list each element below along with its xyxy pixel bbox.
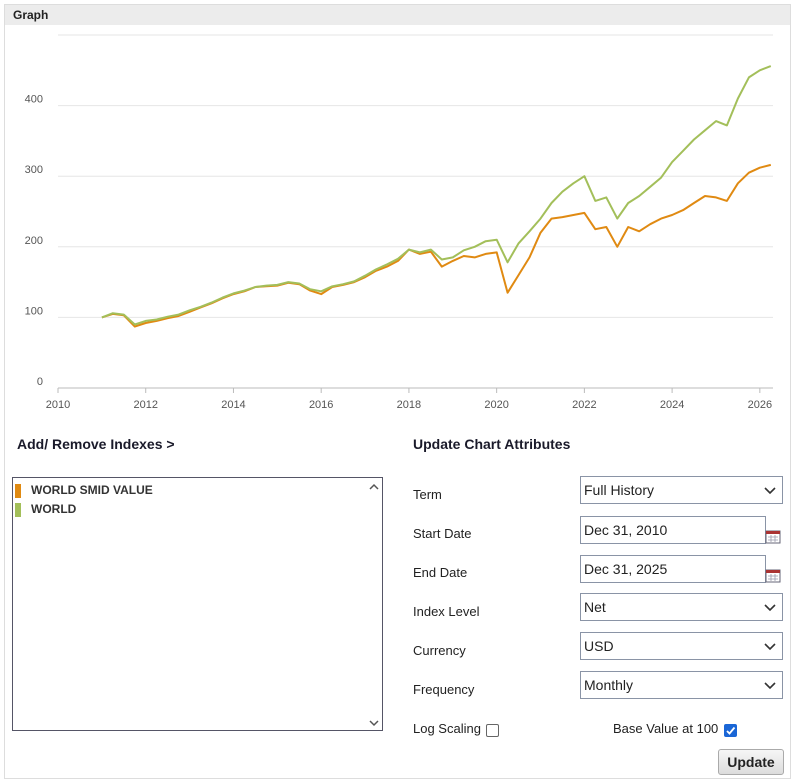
date-input[interactable]: Dec 31, 2025 (580, 555, 766, 583)
dropdown-arrow (764, 643, 776, 651)
field-label: Index Level (413, 604, 480, 619)
select[interactable]: Monthly (580, 671, 783, 699)
check-mark (726, 726, 736, 735)
x-tick-label: 2022 (572, 399, 596, 411)
chevron (764, 487, 776, 495)
base-value-checkbox[interactable] (724, 724, 737, 737)
scrollbar (369, 483, 379, 727)
select[interactable]: Net (580, 593, 783, 621)
series-line (101, 65, 772, 326)
frame (4, 4, 791, 779)
legend-label: WORLD SMID VALUE (31, 483, 153, 497)
dropdown-arrow (764, 487, 776, 495)
check (726, 726, 736, 735)
checkbox-label: Base Value at 100 (613, 721, 719, 736)
legend-entry[interactable]: WORLD SMID VALUE (15, 483, 153, 498)
x-tick-label: 2024 (660, 399, 684, 411)
log-scaling-checkbox[interactable] (486, 724, 499, 737)
index-list[interactable]: WORLD SMID VALUE WORLD (12, 477, 383, 731)
chevron (764, 682, 776, 690)
indexes-link[interactable]: Add/ Remove Indexes > (17, 436, 175, 452)
y-tick-label: 0 (37, 376, 43, 388)
field-label: End Date (413, 565, 468, 580)
x-tick-label: 2012 (133, 399, 157, 411)
y-tick-label: 200 (25, 235, 43, 247)
y-tick-label: 400 (25, 94, 43, 106)
chevron (764, 643, 776, 651)
legend-swatch (15, 502, 21, 517)
checkbox-label: Log Scaling (413, 721, 481, 736)
x-tick-label: 2014 (221, 399, 245, 411)
cal-grid (768, 574, 778, 581)
series-line (101, 163, 772, 328)
cal-top (766, 570, 780, 573)
dropdown-arrow (764, 604, 776, 612)
legend-label: WORLD (31, 502, 77, 516)
calendar-icon[interactable] (765, 529, 781, 544)
legend-swatch (15, 483, 21, 498)
x-tick-label: 2016 (309, 399, 333, 411)
chevron (764, 604, 776, 612)
x-tick-label: 2020 (484, 399, 508, 411)
select[interactable]: USD (580, 632, 783, 660)
dropdown-arrow (764, 682, 776, 690)
field-label: Frequency (413, 682, 475, 697)
date-input[interactable]: Dec 31, 2010 (580, 516, 766, 544)
update-button[interactable]: Update (718, 749, 784, 775)
cal-grid (768, 535, 778, 542)
field-label: Term (413, 487, 442, 502)
x-tick-label: 2010 (46, 399, 70, 411)
header: Graph (5, 5, 790, 25)
y-tick-label: 300 (25, 164, 43, 176)
cal-top (766, 531, 780, 534)
x-tick-label: 2018 (397, 399, 421, 411)
field-label: Start Date (413, 526, 472, 541)
chart: 0 100 200 300 400 2010 2012 2014 2016 2018 2020 202… (25, 34, 773, 411)
field-label: Currency (413, 643, 466, 658)
x-tick-label: 2026 (748, 399, 772, 411)
attributes-title: Update Chart Attributes (413, 436, 571, 452)
calendar-icon[interactable] (765, 568, 781, 583)
legend-entry[interactable]: WORLD (15, 502, 76, 517)
select[interactable]: Full History (580, 476, 783, 504)
y-tick-label: 100 (25, 305, 43, 317)
